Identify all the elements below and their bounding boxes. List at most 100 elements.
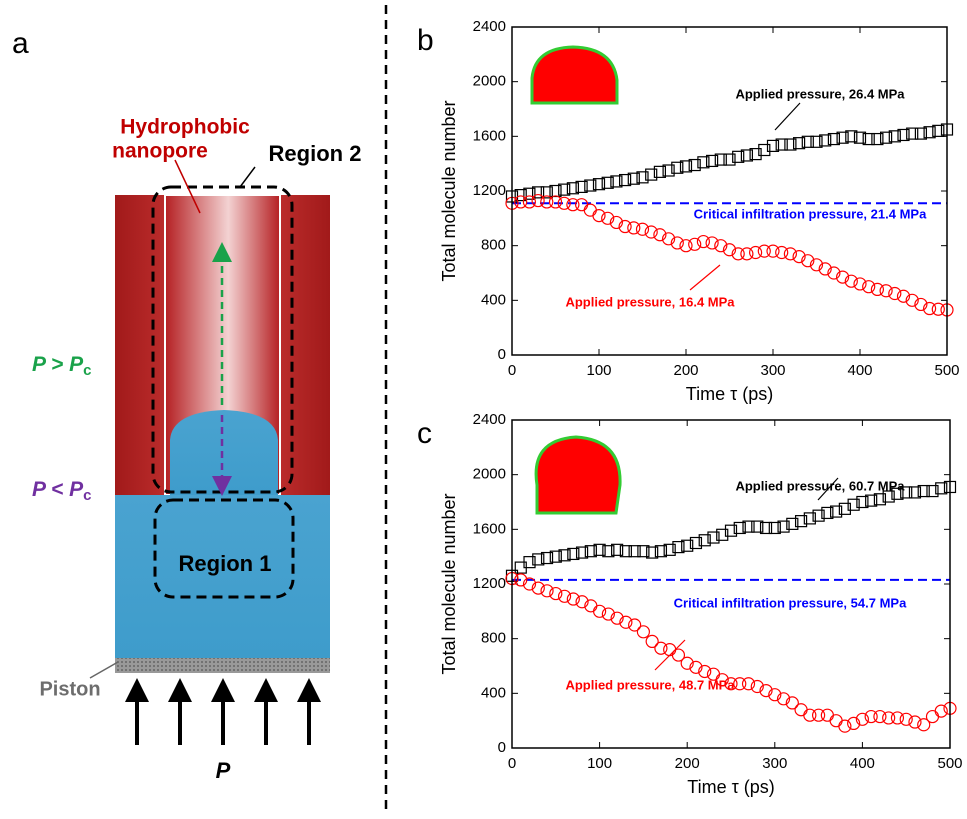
condition-sub: c — [83, 362, 91, 379]
reference-label: Critical infiltration pressure, 21.4 MPa — [694, 206, 927, 221]
y-tick-label: 2400 — [473, 411, 506, 428]
marker — [845, 130, 858, 143]
marker — [637, 545, 650, 558]
marker — [733, 677, 747, 691]
marker — [882, 711, 896, 725]
marker — [768, 521, 781, 535]
marker — [723, 153, 736, 166]
marker — [847, 716, 861, 731]
marker — [670, 236, 684, 250]
marker — [792, 137, 806, 150]
marker — [531, 193, 545, 208]
marker — [531, 186, 545, 199]
x-tick-label: 0 — [508, 755, 516, 772]
marker — [680, 656, 694, 670]
pore-label: Hydrophobic — [120, 116, 250, 139]
marker — [917, 718, 931, 732]
marker — [775, 245, 789, 260]
y-tick-label: 0 — [498, 346, 506, 363]
marker — [914, 297, 928, 312]
marker — [829, 714, 843, 728]
condition-main: P < P — [32, 478, 84, 501]
series-label: Applied pressure, 60.7 MPa — [735, 478, 905, 493]
marker — [742, 520, 755, 533]
marker — [671, 161, 684, 174]
marker — [766, 244, 780, 258]
marker — [811, 708, 826, 722]
y-tick-label: 1200 — [473, 575, 506, 592]
marker — [768, 688, 782, 702]
marker — [724, 524, 738, 537]
chart: c 0 400 800 1200 1600 2000 2400 0 100 200 300 400 500… — [417, 411, 963, 797]
marker — [618, 173, 632, 187]
marker — [803, 512, 816, 525]
x-tick-label: 300 — [762, 755, 787, 772]
x-tick-label: 0 — [508, 362, 516, 379]
marker — [514, 189, 527, 202]
x-tick-label: 400 — [847, 362, 872, 379]
marker — [819, 134, 832, 147]
marker — [844, 274, 858, 288]
marker — [830, 505, 843, 518]
marker — [540, 186, 553, 199]
diagram: a Hydrophobic nanopore Region 2 Region 1… — [12, 27, 361, 783]
condition: P > Pc — [32, 353, 92, 379]
marker — [855, 712, 870, 726]
marker — [628, 545, 641, 558]
marker — [873, 709, 887, 724]
marker — [540, 195, 554, 209]
force-arrows — [125, 678, 321, 745]
marker — [809, 258, 824, 272]
marker — [522, 195, 537, 209]
marker — [584, 179, 597, 192]
plot-frame — [511, 419, 951, 749]
marker — [871, 132, 884, 146]
marker — [566, 198, 580, 212]
marker — [635, 222, 650, 236]
series-label: Applied pressure, 16.4 MPa — [565, 294, 735, 309]
marker — [575, 595, 589, 609]
marker — [810, 135, 823, 148]
marker — [891, 487, 904, 500]
marker — [549, 550, 562, 563]
marker — [899, 712, 913, 726]
pore-label: nanopore — [112, 140, 208, 163]
marker — [724, 677, 738, 691]
piston — [115, 658, 330, 673]
marker — [609, 215, 624, 230]
marker — [661, 232, 676, 246]
marker — [611, 543, 624, 556]
marker — [549, 586, 563, 601]
marker — [619, 615, 633, 629]
marker — [879, 284, 893, 298]
droplet — [534, 435, 622, 515]
marker — [627, 172, 640, 185]
y-tick-label: 800 — [481, 237, 506, 254]
force-label: P — [216, 758, 231, 783]
marker — [679, 160, 693, 173]
condition-sub: c — [83, 487, 91, 504]
marker — [698, 664, 712, 679]
marker — [722, 243, 737, 257]
marker — [583, 203, 597, 217]
marker — [905, 293, 919, 307]
marker — [818, 262, 832, 276]
marker — [777, 520, 790, 533]
marker — [696, 234, 711, 249]
marker — [733, 521, 746, 535]
marker — [523, 187, 536, 200]
marker — [882, 490, 895, 503]
marker — [862, 132, 875, 146]
marker — [853, 277, 867, 291]
x-tick-label: 100 — [586, 362, 611, 379]
marker — [645, 634, 659, 649]
marker — [776, 692, 791, 706]
marker — [758, 143, 771, 157]
marker — [592, 209, 606, 223]
marker — [835, 270, 850, 284]
marker — [923, 126, 936, 139]
marker — [514, 573, 528, 587]
marker — [917, 484, 930, 498]
water — [115, 495, 330, 658]
